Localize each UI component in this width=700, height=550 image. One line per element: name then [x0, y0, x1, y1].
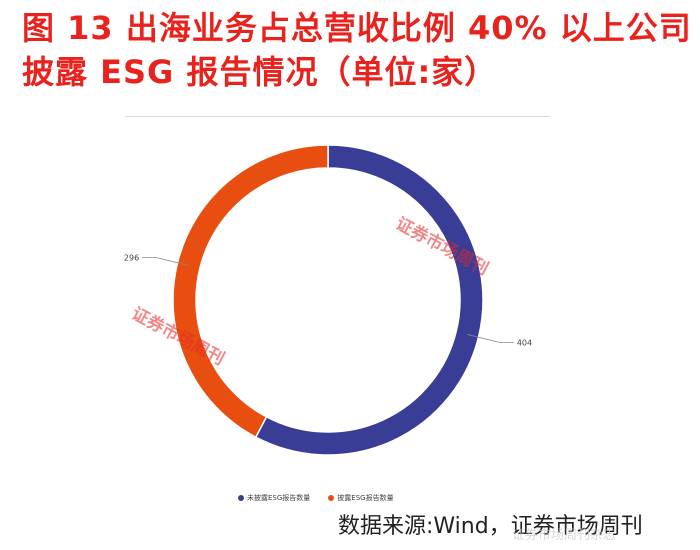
- leader-line-not-disclosed: [467, 334, 514, 343]
- data-label-disclosed: 296: [124, 254, 139, 263]
- donut-slice-not-disclosed: [254, 144, 484, 456]
- chart-legend: 未披露ESG报告数量 披露ESG报告数量: [238, 492, 394, 504]
- chart-top-rule: [125, 116, 550, 117]
- donut-slice-disclosed: [172, 144, 329, 439]
- legend-label-not-disclosed: 未披露ESG报告数量: [247, 494, 311, 502]
- data-source: 数据来源:Wind，证券市场周刊: [338, 514, 643, 539]
- leader-line-disclosed: [142, 257, 189, 266]
- legend-item-disclosed: 披露ESG报告数量: [328, 493, 394, 503]
- page-title: 图 13 出海业务占总营收比例 40% 以上公司披露 ESG 报告情况（单位:家…: [22, 9, 692, 91]
- watermark-corner: 证券市场周刊杂志: [512, 528, 617, 543]
- legend-swatch-disclosed: [328, 495, 335, 501]
- legend-swatch-not-disclosed: [238, 495, 244, 501]
- legend-label-disclosed: 披露ESG报告数量: [337, 494, 394, 502]
- data-label-not-disclosed: 404: [517, 338, 532, 347]
- legend-item-not-disclosed: 未披露ESG报告数量: [238, 493, 310, 503]
